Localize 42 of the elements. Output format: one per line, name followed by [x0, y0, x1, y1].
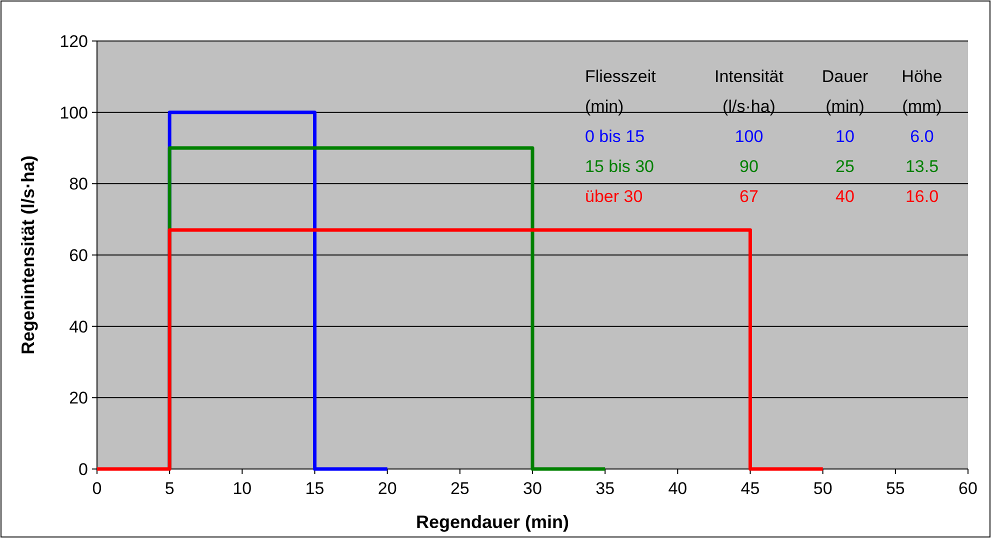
- annotation: Höhe: [902, 67, 942, 86]
- annotation: 0 bis 15: [585, 127, 645, 146]
- y-tick-label: 40: [69, 317, 88, 336]
- x-tick-label: 15: [305, 479, 324, 498]
- annotation: (min): [826, 97, 864, 116]
- annotation: 100: [734, 127, 764, 146]
- x-axis-title: Regendauer (min): [416, 512, 570, 532]
- annotation: (mm): [902, 97, 942, 116]
- x-tick-label: 20: [378, 479, 397, 498]
- annotation: Intensität: [714, 67, 784, 86]
- annotation: Dauer: [822, 67, 868, 86]
- annotation: 13.5: [905, 157, 939, 176]
- x-tick-label: 60: [958, 479, 978, 498]
- x-tick-label: 50: [813, 479, 832, 498]
- x-tick-label: 0: [92, 479, 102, 498]
- y-tick-label: 20: [69, 388, 88, 408]
- x-tick-label: 5: [164, 479, 174, 498]
- y-tick-label: 120: [60, 32, 88, 51]
- annotation: (min): [585, 97, 624, 116]
- x-tick-label: 10: [232, 479, 252, 498]
- x-tick-label: 25: [450, 479, 470, 498]
- annotation: 67: [740, 187, 758, 206]
- x-tick-label: 35: [596, 479, 615, 498]
- annotation: über 30: [585, 187, 643, 206]
- annotation: 16.0: [905, 187, 939, 206]
- annotation: 6.0: [910, 127, 934, 146]
- annotation: Fliesszeit: [585, 67, 656, 86]
- y-tick-label: 0: [78, 460, 88, 479]
- x-tick-label: 30: [523, 479, 542, 498]
- annotation: 25: [836, 157, 854, 176]
- y-axis-title: Regenintensität (l/s·ha): [18, 155, 38, 355]
- x-tick-label: 45: [740, 479, 760, 498]
- y-tick-label: 100: [60, 103, 88, 122]
- x-tick-label: 55: [886, 479, 905, 498]
- annotation: 40: [836, 187, 854, 206]
- y-tick-label: 60: [69, 246, 88, 265]
- y-tick-label: 80: [69, 174, 88, 194]
- annotation: 15 bis 30: [585, 157, 654, 176]
- x-tick-label: 40: [668, 479, 688, 498]
- annotation: (l/s·ha): [722, 97, 776, 116]
- annotation: 10: [836, 127, 854, 146]
- annotation: 90: [740, 157, 758, 176]
